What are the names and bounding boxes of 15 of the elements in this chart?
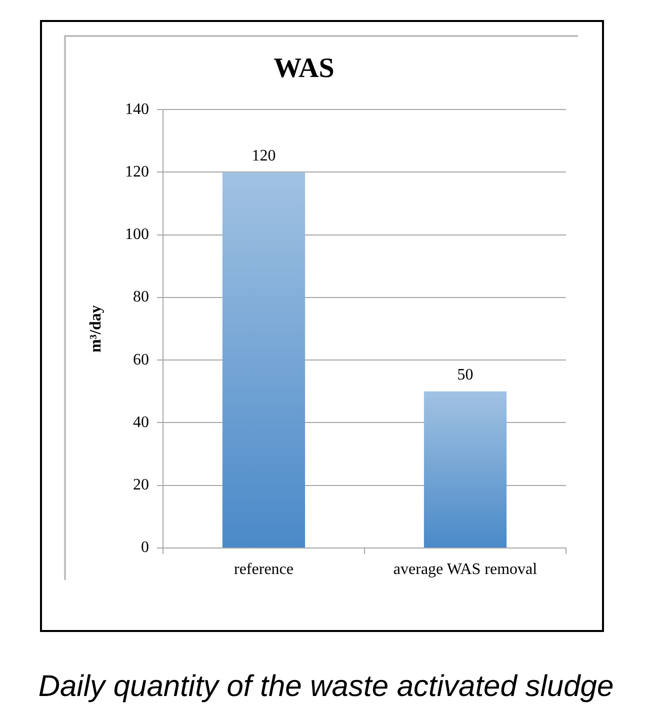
y-tick-label: 120 xyxy=(125,163,149,180)
x-tick-label: average WAS removal xyxy=(393,560,538,578)
y-tick-label: 60 xyxy=(133,351,149,368)
y-tick-label: 40 xyxy=(133,414,149,431)
data-label: 50 xyxy=(457,366,474,384)
y-tick-label: 140 xyxy=(125,100,149,118)
x-tick-label: reference xyxy=(234,560,294,578)
y-tick-label: 20 xyxy=(133,476,149,494)
y-axis-title: m³/day xyxy=(88,305,105,353)
text: Daily quantity of the waste activated sludge xyxy=(38,670,614,704)
y-tick-label: 100 xyxy=(125,226,149,244)
y-tick-label: 80 xyxy=(133,288,149,306)
chart-title: WAS xyxy=(274,53,334,84)
data-label: 120 xyxy=(252,147,276,164)
y-tick-label: 0 xyxy=(141,539,149,556)
